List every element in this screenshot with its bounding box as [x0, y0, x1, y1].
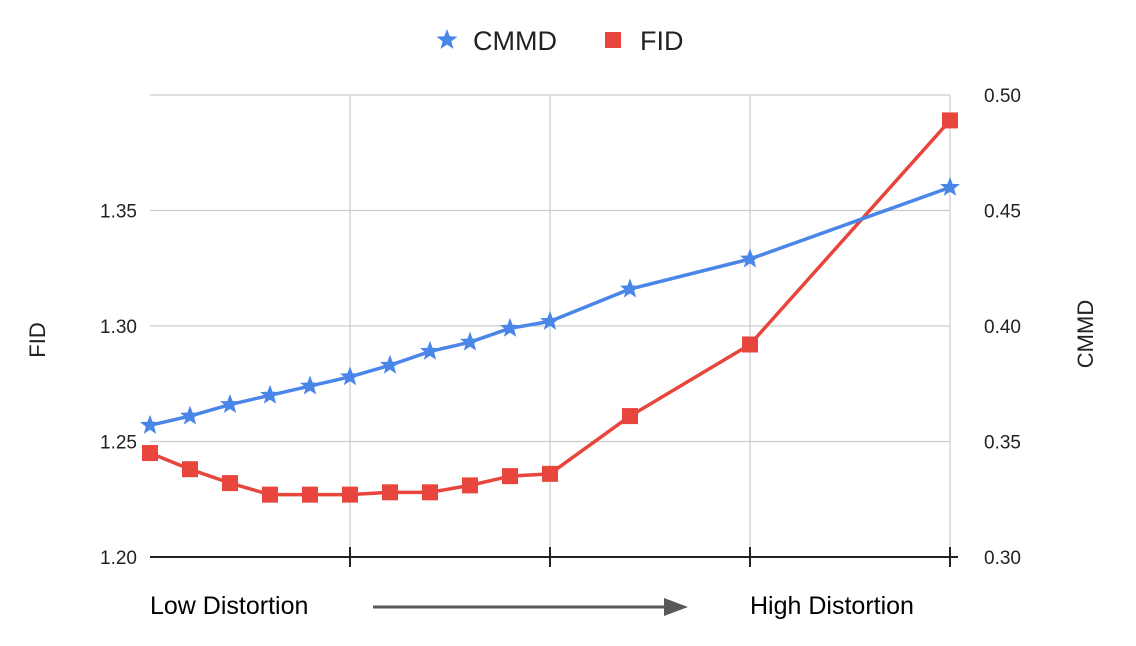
- data-point-cmmd: [420, 340, 440, 360]
- data-point-fid: [462, 477, 478, 494]
- data-point-cmmd: [260, 384, 280, 404]
- grid: [150, 94, 951, 557]
- data-point-cmmd: [940, 176, 960, 196]
- y-right-axis-title: CMMD: [1073, 300, 1098, 368]
- data-point-cmmd: [300, 375, 320, 395]
- data-point-cmmd: [620, 278, 640, 298]
- y-right-tick-label: 0.35: [984, 433, 1021, 454]
- data-point-fid: [542, 465, 558, 482]
- data-point-fid: [262, 486, 278, 503]
- y-left-tick-label: 1.20: [100, 548, 137, 569]
- data-point-fid: [502, 468, 518, 485]
- high-distortion-label: High Distortion: [750, 592, 914, 620]
- data-point-fid: [942, 112, 958, 129]
- y-right-tick-label: 0.45: [984, 202, 1021, 223]
- data-point-fid: [342, 486, 358, 503]
- labels: FID CMMD Low Distortion High Distortion: [25, 300, 1098, 620]
- y-left-axis-title: FID: [25, 322, 50, 357]
- legend: CMMD FID: [436, 26, 684, 56]
- y-left-tick-label: 1.35: [100, 202, 137, 223]
- data-point-cmmd: [380, 354, 400, 374]
- data-point-fid: [302, 486, 318, 503]
- data-point-fid: [742, 336, 758, 353]
- data-point-cmmd: [180, 405, 200, 425]
- axes: 0.30 0.35 0.40 0.45 0.50 1.20 1.25 1.30 1.35: [100, 86, 1021, 616]
- data-point-cmmd: [500, 317, 520, 337]
- data-point-cmmd: [340, 366, 360, 386]
- y-left-tick-label: 1.30: [100, 317, 137, 338]
- y-right-tick-label: 0.50: [984, 86, 1021, 107]
- legend-marker-fid: [605, 32, 621, 48]
- data-point-cmmd: [460, 331, 480, 351]
- data-point-cmmd: [540, 310, 560, 330]
- legend-label-fid: FID: [640, 26, 684, 56]
- legend-marker-cmmd: [436, 29, 458, 49]
- data-point-cmmd: [740, 248, 760, 268]
- data-point-cmmd: [140, 414, 160, 434]
- low-distortion-label: Low Distortion: [150, 592, 308, 620]
- data-point-fid: [142, 445, 158, 462]
- series: [140, 112, 960, 503]
- data-point-fid: [222, 475, 238, 492]
- data-point-fid: [382, 484, 398, 501]
- y-right-tick-label: 0.40: [984, 317, 1021, 338]
- legend-label-cmmd: CMMD: [473, 26, 557, 56]
- data-point-fid: [182, 461, 198, 478]
- data-point-fid: [622, 408, 638, 425]
- data-point-fid: [422, 484, 438, 501]
- y-left-tick-label: 1.25: [100, 433, 137, 454]
- y-right-tick-label: 0.30: [984, 548, 1021, 569]
- data-point-cmmd: [220, 394, 240, 414]
- distortion-arrow-head: [664, 598, 688, 616]
